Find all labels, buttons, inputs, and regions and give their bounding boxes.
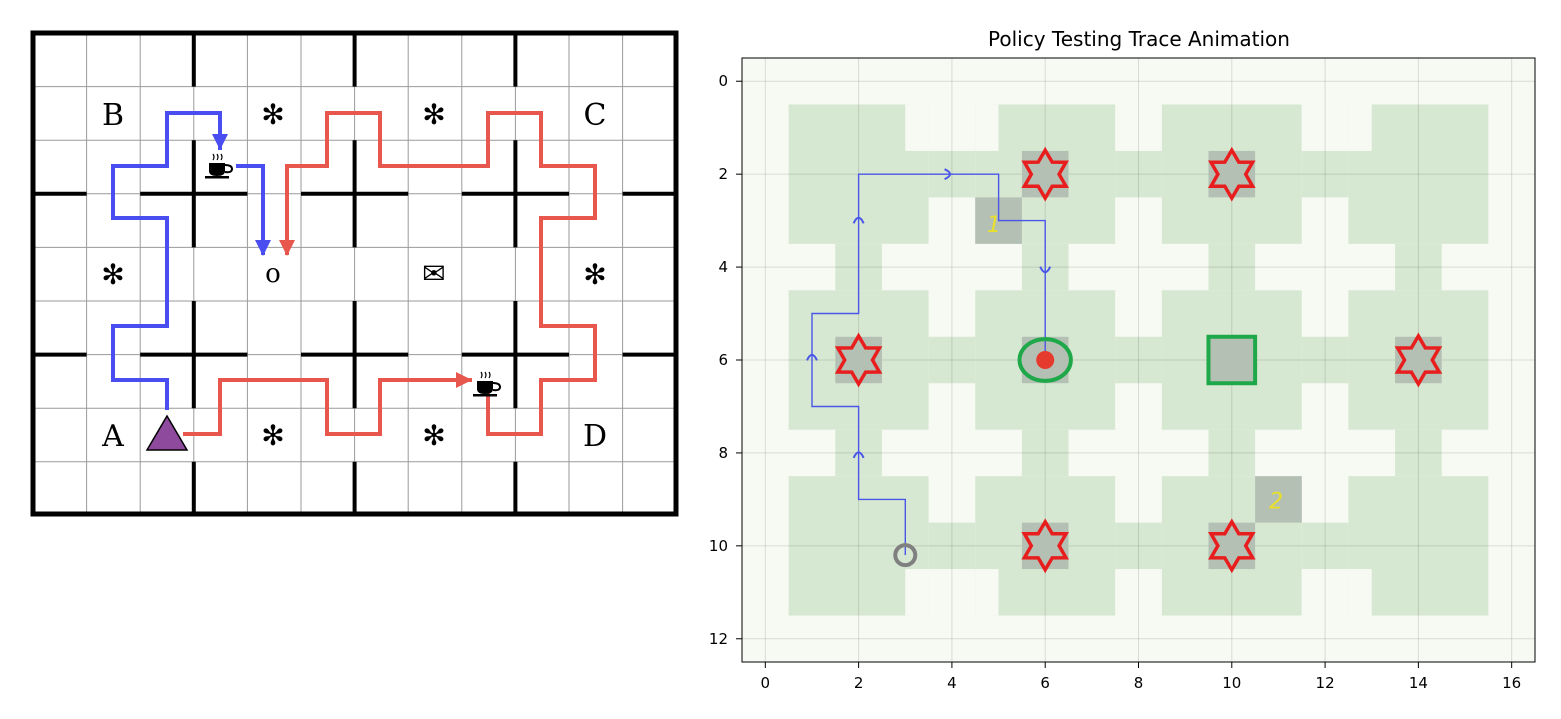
x-tick-label: 2 [854,674,864,692]
start-marker [893,543,918,568]
room-notch [975,569,999,616]
doorway [1115,522,1162,570]
highlight-cell [1208,336,1256,384]
doorway [1208,429,1256,477]
highlight-cell [1395,336,1442,384]
wall-lines [33,33,677,516]
star-icon [1394,332,1443,388]
room-notch [1301,104,1326,151]
x-tick-label: 0 [761,674,771,692]
star-markers [834,146,1443,574]
location-label-c: C [584,98,607,133]
coffee-icon [205,153,234,179]
trace-direction-markers [806,168,1052,459]
doorway [1021,429,1069,477]
direction-arrow-icon [944,168,952,181]
y-tick-label: 6 [718,351,728,369]
blue-path [236,164,265,255]
decoration-icon: ✻ [101,258,124,291]
y-tick-label: 2 [718,165,728,183]
doorway [1301,336,1349,384]
map-border [30,30,679,517]
blue-arrow-head [255,240,271,256]
room-notch [1348,569,1372,616]
direction-arrow-icon [1039,266,1052,274]
office-icon: o [265,259,281,289]
doorway [1301,150,1349,198]
highlight-cell [1255,476,1302,523]
star-icon [1021,518,1070,574]
blue-path [111,111,222,410]
goal-square [1206,334,1258,386]
room-label-1: 1 [987,213,1001,238]
highlight-cell [835,336,882,384]
doorway [928,522,976,570]
y-axis-ticks: 0 2 4 6 8 10 12 [709,72,742,648]
direction-arrow-icon [806,353,818,361]
x-tick-label: 8 [1134,674,1144,692]
doorway [1115,150,1162,198]
x-tick-label: 12 [1316,674,1335,692]
star-icon [1207,518,1256,574]
location-label-d: D [583,419,607,454]
red-arrow-head [456,372,472,388]
room-notch [1348,104,1372,151]
y-tick-label: 12 [709,630,728,648]
highlight-cell [1208,150,1256,198]
red-path [183,378,472,436]
blue-arrow-head [212,134,228,150]
doorway [928,336,976,384]
triangle-icon [145,414,189,451]
plot-title: Policy Testing Trace Animation [988,27,1290,51]
y-tick-label: 4 [718,258,728,276]
red-arrow-head [279,240,295,256]
star-icon [1207,146,1256,202]
x-tick-label: 6 [1040,674,1050,692]
y-tick-label: 10 [709,537,728,555]
highlight-cell [1208,522,1256,570]
highlight-cell [1021,150,1069,198]
direction-arrow-icon [852,216,865,224]
x-tick-label: 16 [1502,674,1521,692]
agent-dot [1036,351,1055,369]
decoration-icon: ✻ [422,98,445,131]
doorway [1301,522,1349,570]
room-label-2: 2 [1269,490,1283,515]
x-axis-ticks: 0 2 4 6 8 10 12 14 16 [761,662,1521,692]
highlight-cell [1021,522,1069,570]
decoration-icon: ✻ [261,98,284,131]
grid-lines [32,32,677,516]
coffee-icon [473,371,502,397]
goal-ellipse [1017,337,1073,383]
star-icon [1021,146,1070,202]
x-tick-label: 14 [1409,674,1428,692]
room-notch [905,569,929,616]
decoration-icon: ✻ [261,419,284,452]
office-gridworld-map: B C A D ✻ ✻ ✻ ✻ ✻ ✻ o ✉ [30,30,679,517]
trace-path [811,173,1046,556]
location-label-b: B [102,98,124,133]
decoration-icon: ✻ [422,419,445,452]
doorway [1115,336,1162,384]
y-tick-label: 0 [718,72,728,90]
decoration-icon: ✻ [583,258,606,291]
location-label-a: A [101,419,124,454]
red-path [285,111,597,436]
room-notch [1301,569,1326,616]
x-tick-label: 10 [1222,674,1241,692]
star-icon [834,332,883,388]
doorway [1395,429,1442,477]
doorway [1208,243,1256,291]
x-tick-label: 4 [947,674,957,692]
room-notch [975,104,999,151]
y-tick-label: 8 [718,444,728,462]
doorway [1395,243,1442,291]
room-notch [905,104,929,151]
direction-arrow-icon [852,451,865,459]
policy-trace-plot: Policy Testing Trace Animation 1 2 0 2 4 6 8… [709,27,1536,692]
mail-icon: ✉ [422,257,445,290]
